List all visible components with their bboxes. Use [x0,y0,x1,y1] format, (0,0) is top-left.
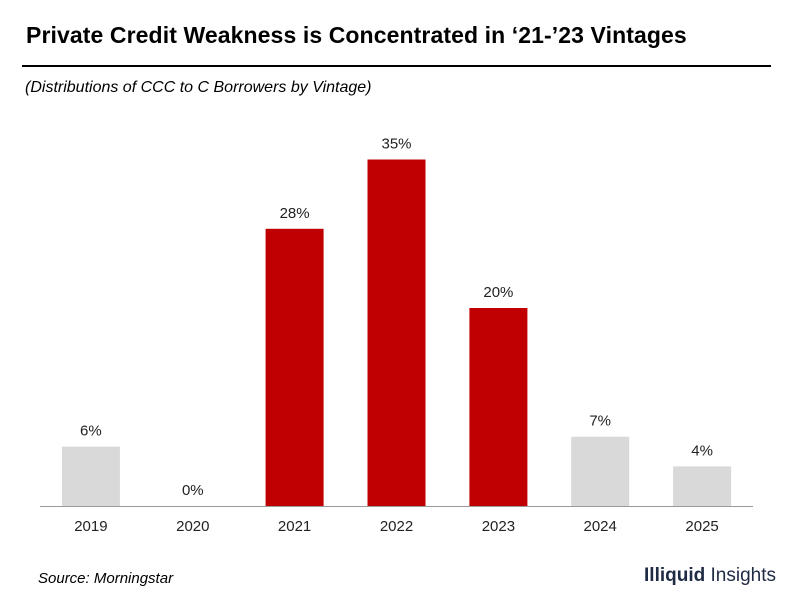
tick-label-2021: 2021 [278,518,311,535]
chart-title: Private Credit Weakness is Concentrated … [26,22,687,48]
source-note: Source: Morningstar [38,570,174,587]
chart-subtitle: (Distributions of CCC to C Borrowers by … [25,79,372,96]
value-label-2022: 35% [381,136,411,153]
bar-2022 [367,159,426,506]
tick-labels-layer: 2019 2020 2021 2022 2023 2024 2025 [74,518,719,535]
brand-logo: Illiquid Insights [644,565,776,587]
value-label-2019: 6% [80,423,102,440]
value-label-2025: 4% [691,442,713,459]
value-labels-layer: 6% 0% 28% 35% 20% 7% 4% [80,136,713,500]
value-label-2024: 7% [589,413,611,430]
bars-layer [61,159,732,507]
bar-2025 [673,466,732,506]
tick-label-2019: 2019 [74,518,107,535]
brand-name-bold: Illiquid [644,565,706,586]
tick-label-2024: 2024 [584,518,617,535]
value-label-2023: 20% [483,284,513,301]
tick-label-2022: 2022 [380,518,413,535]
tick-label-2025: 2025 [685,518,718,535]
brand-name-light: Insights [705,565,777,586]
bar-2023 [469,308,528,506]
bar-2021 [265,228,324,507]
tick-label-2023: 2023 [482,518,515,535]
title-divider [22,65,771,67]
tick-label-2020: 2020 [176,518,209,535]
bar-2024 [571,436,630,506]
value-label-2020: 0% [182,482,204,499]
bar-2019 [61,446,120,506]
value-label-2021: 28% [280,205,310,222]
